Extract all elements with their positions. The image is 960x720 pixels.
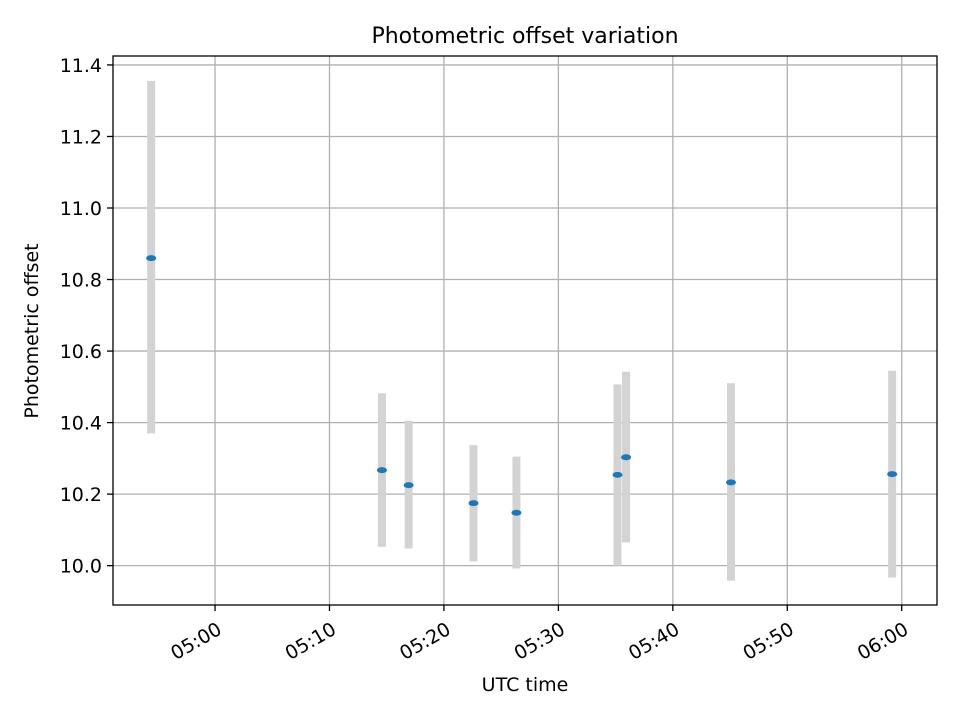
y-tick-label: 10.2 (60, 484, 102, 506)
data-points (146, 255, 898, 516)
x-axis-label: UTC time (482, 674, 569, 696)
data-point (726, 479, 736, 486)
data-point (376, 467, 387, 474)
x-tick-label: 06:00 (854, 618, 912, 664)
chart-title: Photometric offset variation (371, 24, 678, 49)
x-tick-label: 05:20 (396, 618, 454, 664)
grid (113, 56, 937, 605)
data-point (511, 509, 522, 516)
data-point (146, 255, 157, 262)
y-axis-label: Photometric offset (21, 243, 43, 418)
y-tick-label: 10.6 (60, 341, 102, 363)
data-point (403, 482, 414, 489)
data-point (621, 454, 632, 461)
ticks: 05:00 05:10 05:20 05:30 05:40 05:50 06:00 10.0 1… (60, 55, 913, 665)
x-tick-label: 05:50 (739, 618, 797, 664)
y-tick-label: 10.0 (60, 556, 102, 578)
y-tick-label: 10.8 (60, 270, 102, 292)
x-tick-label: 05:40 (625, 618, 683, 664)
y-tick-label: 11.2 (60, 126, 102, 148)
y-tick-label: 10.4 (60, 413, 102, 435)
plot-frame (112, 55, 938, 606)
y-tick-label: 11.0 (60, 198, 102, 220)
error-bars (147, 81, 897, 581)
x-tick-label: 05:00 (167, 618, 225, 664)
y-tick-label: 11.4 (60, 55, 102, 77)
x-tick-label: 05:30 (510, 618, 568, 664)
data-point (887, 471, 898, 478)
data-point (468, 500, 479, 507)
data-point (612, 471, 623, 478)
x-tick-label: 05:10 (282, 618, 340, 664)
